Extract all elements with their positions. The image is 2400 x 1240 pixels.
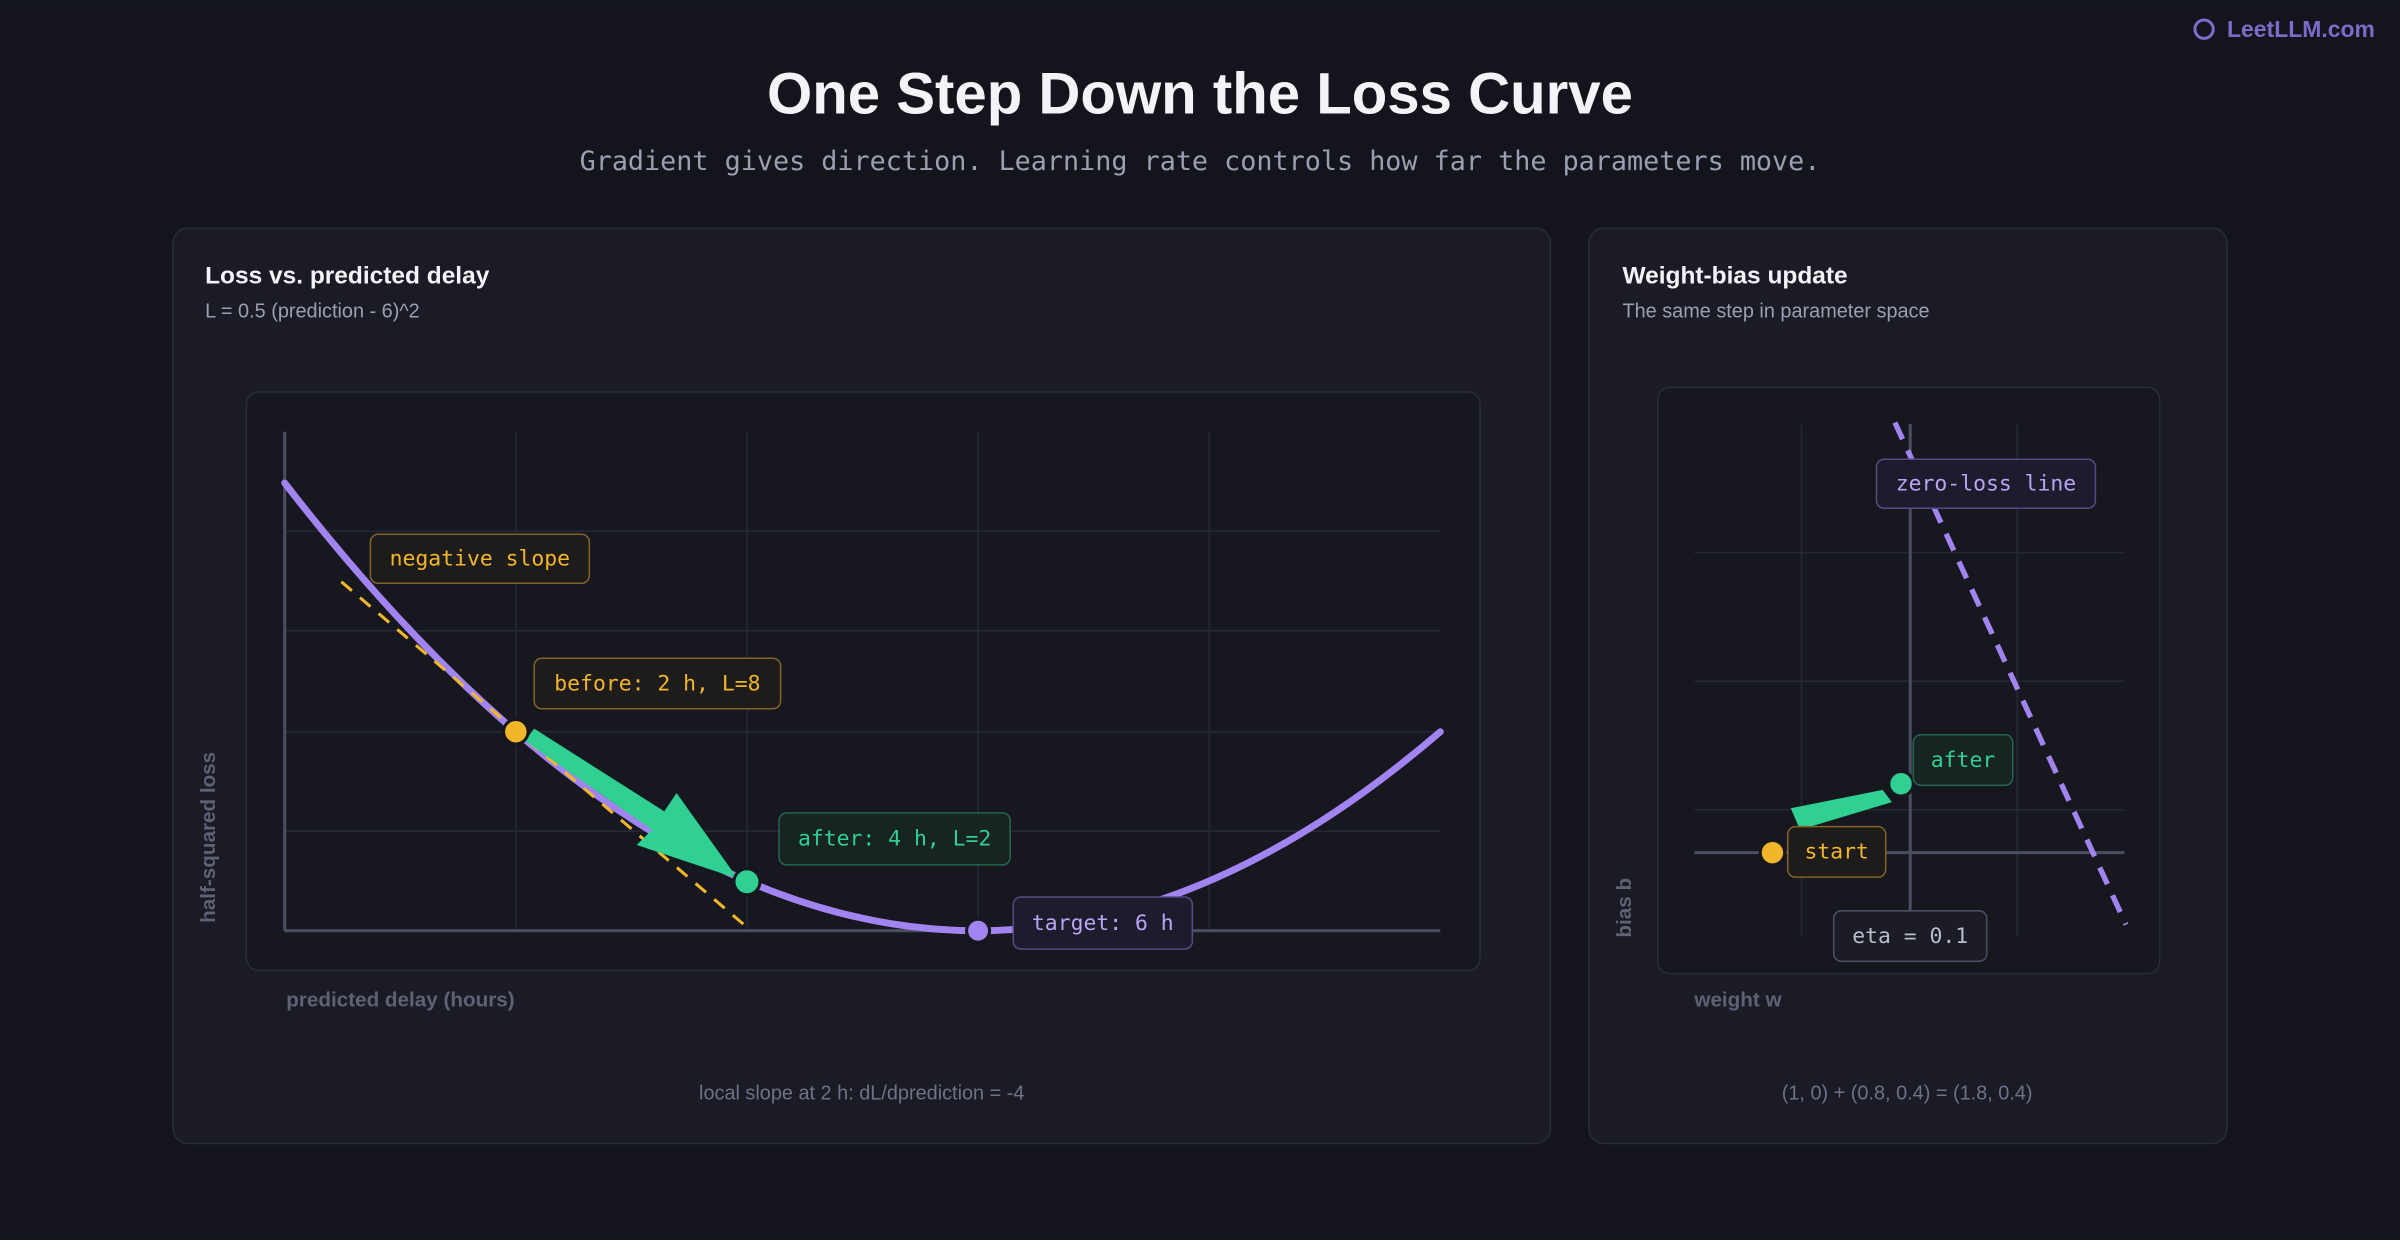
label-box [1012, 896, 1194, 950]
parameter-panel: Weight-bias update The same step in para… [1588, 227, 2228, 1145]
panel-title: Weight-bias update [1622, 263, 1847, 290]
y-axis-label: bias b [1613, 878, 1636, 938]
step-arrow [525, 728, 738, 879]
step-arrow [1790, 789, 1892, 830]
panel-title: Loss vs. predicted delay [205, 263, 490, 290]
subtitle: Gradient gives direction. Learning rate … [580, 146, 1821, 177]
panel-subtitle: The same step in parameter space [1622, 301, 1929, 323]
x-axis-label: predicted delay (hours) [286, 989, 514, 1012]
panel-footer: local slope at 2 h: dL/dprediction = -4 [699, 1083, 1024, 1105]
annotation: before: 2 h, L=8 [554, 671, 760, 696]
x-axis-label: weight w [1693, 989, 1782, 1012]
label-box [778, 812, 1011, 866]
label-box [369, 533, 591, 585]
label-box [533, 657, 782, 710]
point-start [1758, 838, 1787, 867]
label-box [1786, 825, 1887, 878]
point-after [732, 867, 762, 897]
y-axis-label: half-squared loss [197, 752, 220, 923]
point-before [502, 717, 530, 746]
label-box [1832, 910, 1988, 963]
annotation: negative slope [390, 547, 570, 572]
annotation: target: 6 h [1032, 911, 1174, 936]
panel-subtitle: L = 0.5 (prediction - 6)^2 [205, 301, 420, 323]
label-box [1875, 458, 2097, 510]
label-box [1912, 734, 2014, 787]
annotation: start [1805, 840, 1869, 865]
annotation: eta = 0.1 [1852, 924, 1968, 949]
title: One Step Down the Loss Curve [767, 61, 1633, 126]
annotation: after [1931, 748, 1996, 773]
panel-footer: (1, 0) + (0.8, 0.4) = (1.8, 0.4) [1782, 1083, 2033, 1105]
point-after [1887, 769, 1915, 798]
brand-text[interactable]: LeetLLM.com [2227, 16, 2375, 42]
loss-panel: Loss vs. predicted delay L = 0.5 (predic… [172, 227, 1552, 1145]
annotation: after: 4 h, L=2 [798, 827, 991, 852]
brand[interactable]: LeetLLM.com [2193, 16, 2375, 42]
grid [284, 431, 1441, 931]
point-target [965, 917, 992, 944]
loss-curve [281, 479, 1444, 935]
annotation: zero-loss line [1896, 472, 2076, 497]
plot-area [245, 391, 1481, 972]
brand-icon [2193, 18, 2215, 40]
